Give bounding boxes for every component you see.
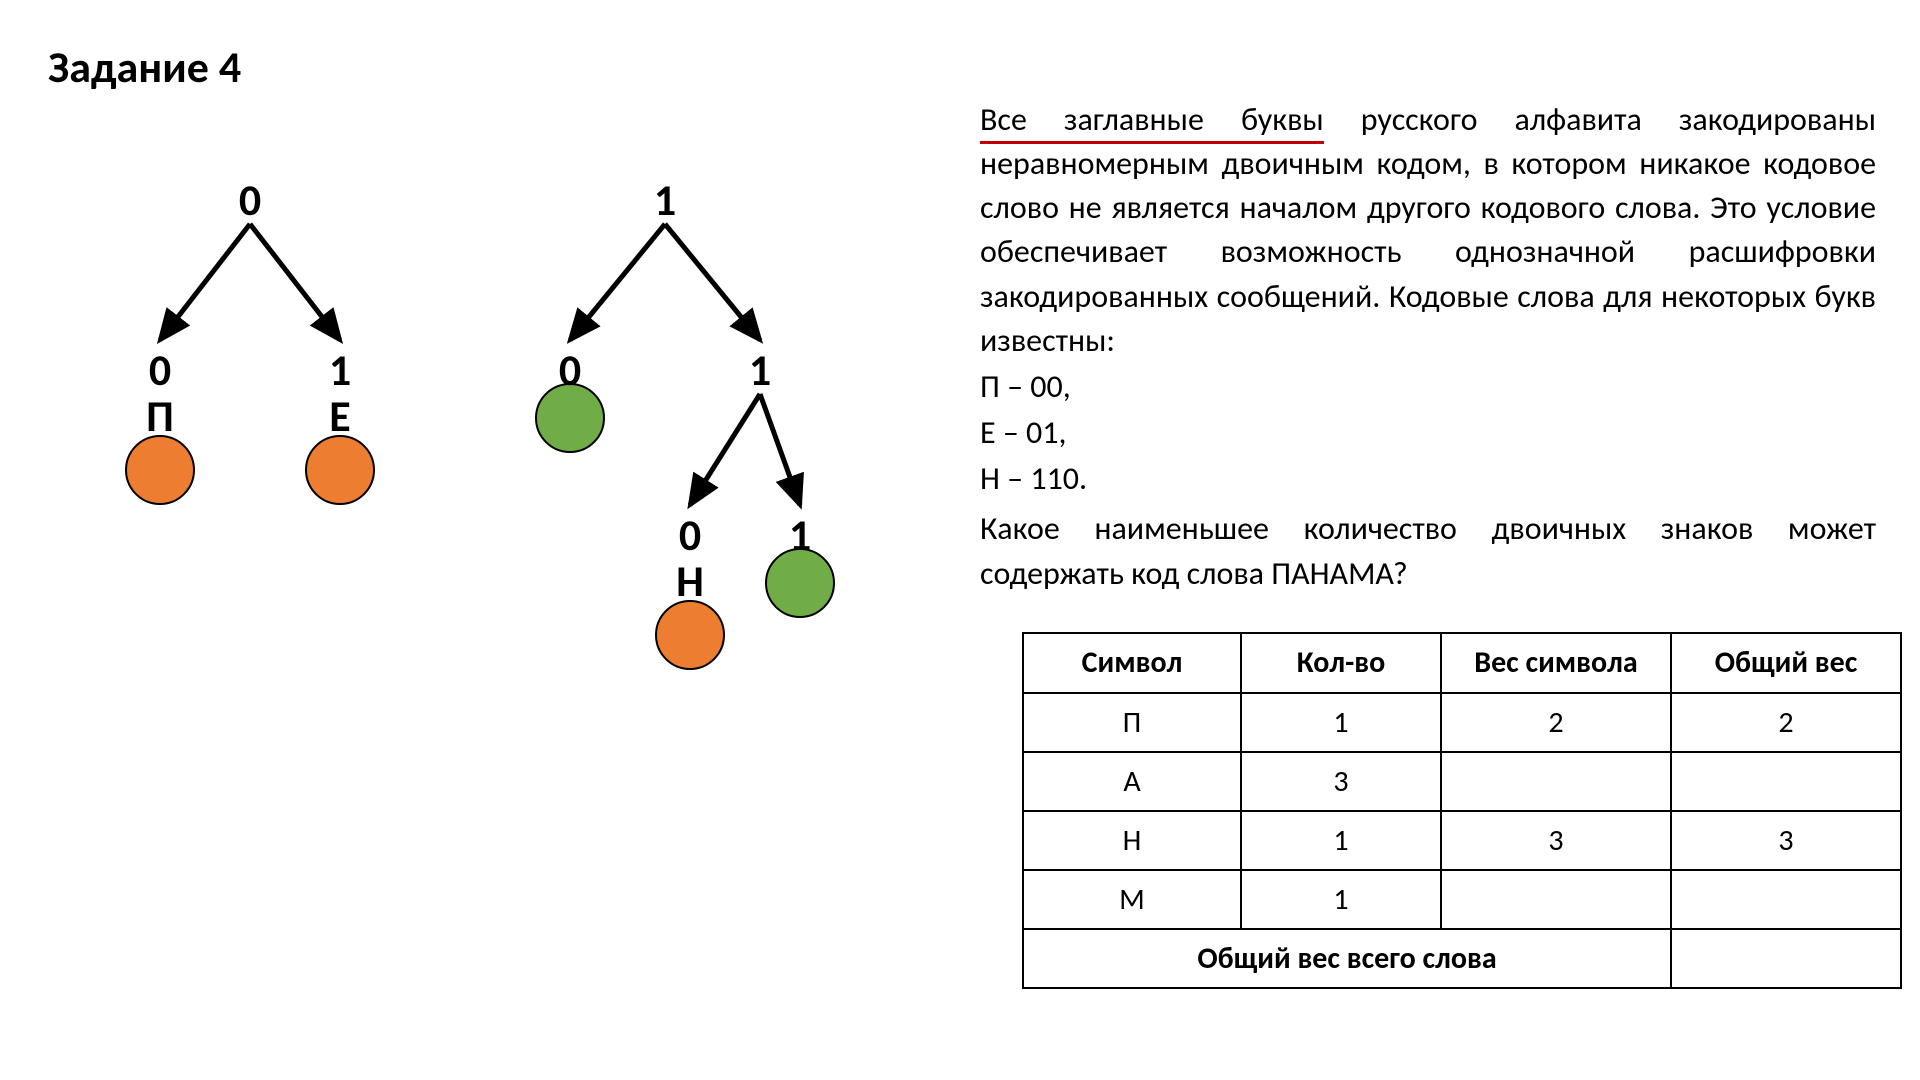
table-cell (1671, 752, 1901, 811)
tree-letter-label: Н (676, 554, 704, 608)
page-title: Задание 4 (48, 40, 241, 94)
table-header-row: Символ Кол-во Вес символа Общий вес (1023, 633, 1901, 693)
tree-edge (690, 394, 760, 505)
th-total: Общий вес (1671, 633, 1901, 693)
table-cell: М (1023, 870, 1241, 929)
table-cell: П (1023, 693, 1241, 752)
problem-text: Все заглавные буквы русского алфавита за… (980, 98, 1876, 596)
tree-bit-label: 1 (789, 508, 811, 562)
tree-bit-label: 0 (239, 173, 261, 227)
table-row: А3 (1023, 752, 1901, 811)
table-cell (1441, 752, 1671, 811)
th-count: Кол-во (1241, 633, 1441, 693)
tree-letter-label: П (146, 389, 174, 443)
code-line: Е – 01, (980, 411, 1876, 455)
code-line: П – 00, (980, 365, 1876, 409)
tree-node-circle (126, 436, 194, 504)
th-weight: Вес символа (1441, 633, 1671, 693)
code-line: Н – 110. (980, 457, 1876, 501)
tree-edge (250, 224, 340, 340)
tree-edge (570, 224, 665, 340)
th-symbol: Символ (1023, 633, 1241, 693)
table-cell: 2 (1441, 693, 1671, 752)
table-row: Н133 (1023, 811, 1901, 870)
tree-node-circle (656, 601, 724, 669)
table-row: П122 (1023, 693, 1901, 752)
table-cell (1441, 870, 1671, 929)
footer-label: Общий вес всего слова (1023, 929, 1671, 988)
tree-bit-label: 0 (559, 343, 581, 397)
table-row: М1 (1023, 870, 1901, 929)
tree-edge (760, 394, 800, 505)
symbol-weight-table: Символ Кол-во Вес символа Общий вес П122… (1022, 632, 1902, 989)
tree-letter-label: Е (329, 389, 350, 443)
footer-value (1671, 929, 1901, 988)
tree-node-circle (306, 436, 374, 504)
table-cell (1671, 870, 1901, 929)
table-cell: 1 (1241, 693, 1441, 752)
tree-bit-label: 1 (749, 343, 771, 397)
table-footer-row: Общий вес всего слова (1023, 929, 1901, 988)
problem-underlined: Все заглавные буквы (980, 100, 1324, 144)
table-cell: 1 (1241, 870, 1441, 929)
table-cell: 1 (1241, 811, 1441, 870)
tree-bit-label: 1 (654, 173, 676, 227)
table-cell: 3 (1441, 811, 1671, 870)
table-cell: 3 (1671, 811, 1901, 870)
table-cell: 3 (1241, 752, 1441, 811)
problem-question: Какое наименьшее количество двоичных зна… (980, 507, 1876, 595)
tree-diagram: 00П1Е1010Н1 (60, 140, 920, 700)
tree-edge (160, 224, 250, 340)
known-codes: П – 00, Е – 01, Н – 110. (980, 365, 1876, 501)
tree-edge (665, 224, 760, 340)
table-cell: Н (1023, 811, 1241, 870)
table-cell: 2 (1671, 693, 1901, 752)
table-cell: А (1023, 752, 1241, 811)
